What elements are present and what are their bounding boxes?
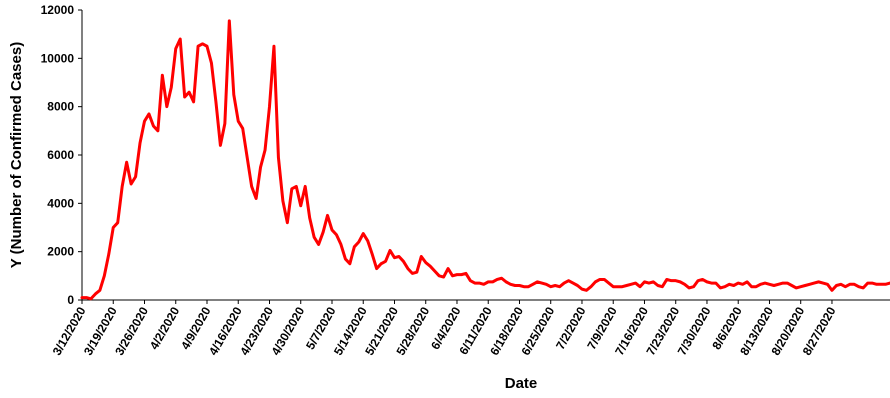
y-tick-label: 4000 xyxy=(47,196,74,210)
series-line xyxy=(80,19,890,301)
y-tick-label: 10000 xyxy=(41,51,75,65)
x-axis-title: Date xyxy=(505,375,538,392)
y-tick-label: 2000 xyxy=(47,245,74,259)
y-tick-label: 6000 xyxy=(47,148,74,162)
y-tick-label: 12000 xyxy=(41,3,75,17)
y-axis-title: Y (Number of Confirmed Cases) xyxy=(8,42,25,268)
plot-area xyxy=(80,19,890,301)
x-axis: 3/12/20203/19/20203/26/20204/2/20204/9/2… xyxy=(50,299,890,358)
y-axis: 0 2000 4000 6000 8000 10000 12000 xyxy=(41,3,83,307)
y-tick-label: 0 xyxy=(67,293,74,307)
y-tick-label: 8000 xyxy=(47,100,74,114)
